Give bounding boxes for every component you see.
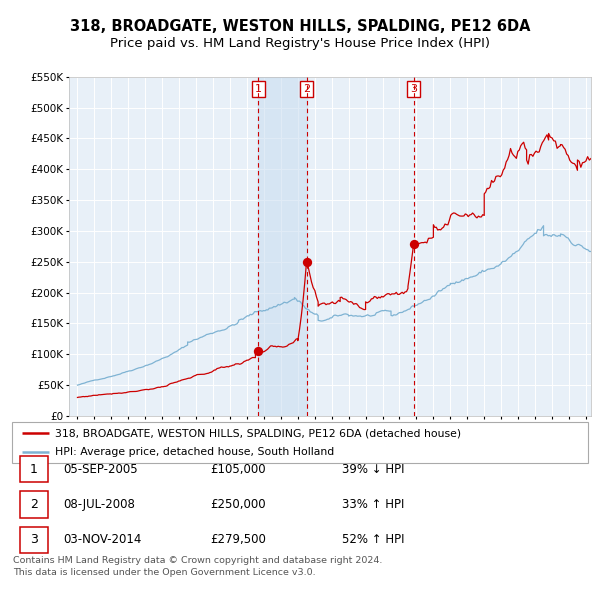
Text: Price paid vs. HM Land Registry's House Price Index (HPI): Price paid vs. HM Land Registry's House … <box>110 37 490 50</box>
Text: 03-NOV-2014: 03-NOV-2014 <box>63 533 142 546</box>
Text: 52% ↑ HPI: 52% ↑ HPI <box>342 533 404 546</box>
Text: 1: 1 <box>255 84 262 94</box>
Text: 318, BROADGATE, WESTON HILLS, SPALDING, PE12 6DA (detached house): 318, BROADGATE, WESTON HILLS, SPALDING, … <box>55 428 461 438</box>
Text: 1: 1 <box>29 463 38 476</box>
Text: £279,500: £279,500 <box>210 533 266 546</box>
Text: 05-SEP-2005: 05-SEP-2005 <box>63 463 137 476</box>
Point <box>302 257 311 267</box>
Text: Contains HM Land Registry data © Crown copyright and database right 2024.
This d: Contains HM Land Registry data © Crown c… <box>13 556 383 577</box>
Text: £250,000: £250,000 <box>210 498 266 511</box>
Bar <box>259 77 307 416</box>
Point <box>409 239 419 248</box>
Text: 318, BROADGATE, WESTON HILLS, SPALDING, PE12 6DA: 318, BROADGATE, WESTON HILLS, SPALDING, … <box>70 19 530 34</box>
Text: 3: 3 <box>410 84 417 94</box>
Text: HPI: Average price, detached house, South Holland: HPI: Average price, detached house, Sout… <box>55 447 334 457</box>
Text: 2: 2 <box>29 498 38 511</box>
Point <box>254 346 263 356</box>
Text: 08-JUL-2008: 08-JUL-2008 <box>63 498 135 511</box>
Text: 2: 2 <box>303 84 310 94</box>
Text: 33% ↑ HPI: 33% ↑ HPI <box>342 498 404 511</box>
Text: 3: 3 <box>29 533 38 546</box>
Text: 39% ↓ HPI: 39% ↓ HPI <box>342 463 404 476</box>
Text: £105,000: £105,000 <box>210 463 266 476</box>
